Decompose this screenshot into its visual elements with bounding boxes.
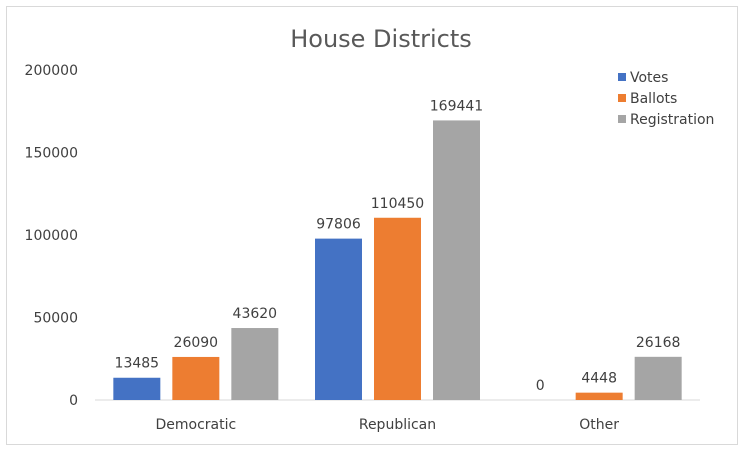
- bars: [113, 120, 682, 400]
- bar-ballots-republican: [374, 217, 421, 400]
- y-tick-label: 150000: [25, 146, 78, 162]
- x-category-label: Democratic: [155, 417, 236, 433]
- y-axis: 0 50000 100000 150000 200000: [25, 63, 78, 409]
- bar-registration-democratic: [231, 328, 279, 400]
- data-label: 169441: [430, 98, 483, 114]
- x-category-label: Other: [579, 417, 619, 433]
- legend-label: Votes: [630, 70, 668, 86]
- legend-swatch-ballots: [618, 94, 626, 102]
- bar-ballots-other: [575, 392, 623, 400]
- y-tick-label: 0: [69, 393, 78, 409]
- legend-label: Registration: [630, 112, 714, 128]
- bar-votes-democratic: [113, 377, 161, 400]
- bar-registration-republican: [433, 120, 480, 400]
- data-labels: 13485 26090 43620 97806 110450 169441 0 4448 261…: [115, 98, 681, 394]
- y-tick-label: 50000: [33, 311, 78, 327]
- data-label: 4448: [581, 371, 617, 387]
- data-label: 110450: [371, 196, 424, 212]
- y-tick-label: 200000: [25, 63, 78, 79]
- chart-title: House Districts: [290, 25, 472, 53]
- data-label: 97806: [316, 217, 361, 233]
- legend-swatch-registration: [618, 115, 626, 123]
- legend: Votes Ballots Registration: [618, 70, 714, 128]
- bar-votes-republican: [315, 238, 362, 400]
- x-category-label: Republican: [359, 417, 436, 433]
- data-label: 26090: [174, 335, 219, 351]
- chart-frame: [6, 6, 738, 445]
- bar-registration-other: [634, 356, 682, 400]
- y-tick-label: 100000: [25, 228, 78, 244]
- legend-label: Ballots: [630, 91, 677, 107]
- data-label: 13485: [115, 356, 160, 372]
- data-label: 43620: [233, 306, 278, 322]
- x-axis-categories: Democratic Republican Other: [155, 417, 619, 433]
- data-label: 0: [536, 378, 545, 394]
- data-label: 26168: [636, 335, 681, 351]
- legend-swatch-votes: [618, 73, 626, 81]
- bar-ballots-democratic: [172, 356, 220, 400]
